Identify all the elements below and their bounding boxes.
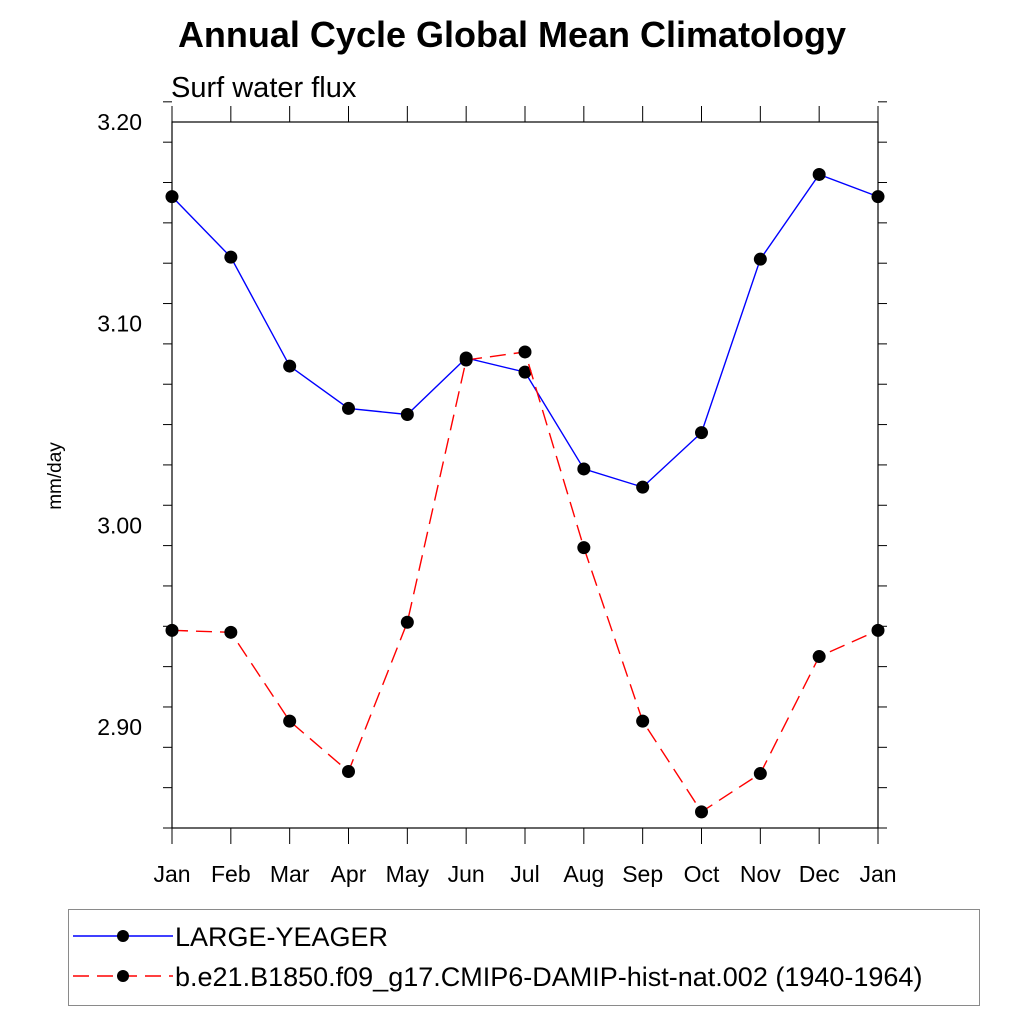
data-point-s1-2 — [283, 714, 297, 728]
legend-entry-large-yeager: LARGE-YEAGER — [69, 916, 979, 956]
series-line-0 — [171, 173, 879, 488]
data-point-s1-0 — [165, 623, 179, 637]
data-point-s1-1 — [224, 625, 238, 639]
line-chart: 2.90 3.00 3.10 3.20 Jan Feb Mar Apr May Jun Jul Aug… — [97, 101, 897, 887]
x-tick-label: Jun — [448, 861, 485, 887]
data-point-s0-7 — [577, 462, 591, 476]
legend-label-hist-nat: b.e21.B1850.f09_g17.CMIP6-DAMIP-hist-nat… — [175, 962, 923, 992]
data-point-s0-1 — [224, 250, 238, 264]
x-tick-label: Mar — [270, 861, 310, 887]
x-tick-label: May — [386, 861, 430, 887]
data-point-s1-7 — [577, 541, 591, 555]
data-point-s1-11 — [812, 650, 826, 664]
data-point-s0-11 — [812, 167, 826, 181]
data-point-s0-4 — [400, 407, 414, 421]
axes: 2.90 3.00 3.10 3.20 Jan Feb Mar Apr May Jun Jul Aug… — [97, 101, 897, 887]
y-tick-label: 3.00 — [97, 512, 142, 538]
data-point-s1-5 — [459, 353, 473, 367]
x-tick-label: Sep — [622, 861, 663, 887]
legend-label-large-yeager: LARGE-YEAGER — [175, 922, 389, 952]
y-tick-label: 2.90 — [97, 714, 142, 740]
plot-frame — [171, 121, 879, 829]
y-tick-label: 3.20 — [97, 109, 142, 135]
legend-entry-hist-nat: b.e21.B1850.f09_g17.CMIP6-DAMIP-hist-nat… — [69, 956, 979, 996]
chart-title: Annual Cycle Global Mean Climatology — [177, 14, 847, 55]
chart-subtitle: Surf water flux — [171, 72, 357, 104]
data-point-s0-6 — [518, 365, 532, 379]
y-tick-label: 3.10 — [97, 311, 142, 337]
legend: LARGE-YEAGER b.e21.B1850.f09_g17.CMIP6-D… — [68, 909, 980, 1006]
data-point-s0-0 — [165, 190, 179, 204]
series-layer — [165, 167, 885, 819]
x-tick-label: Nov — [740, 861, 781, 887]
x-tick-label: Jan — [859, 861, 896, 887]
data-point-s1-6 — [518, 345, 532, 359]
series-line-1 — [171, 351, 879, 813]
data-point-s0-2 — [283, 359, 297, 373]
data-point-s1-4 — [400, 615, 414, 629]
x-tick-label: Jul — [510, 861, 539, 887]
data-point-s0-3 — [342, 401, 355, 415]
data-point-s1-10 — [753, 767, 767, 781]
x-tick-label: Dec — [799, 861, 840, 887]
x-tick-label: Feb — [211, 861, 251, 887]
data-point-s1-3 — [342, 765, 355, 779]
x-tick-label: Oct — [684, 861, 720, 887]
data-point-s1-12 — [871, 623, 885, 637]
x-tick-label: Jan — [153, 861, 190, 887]
x-tick-label: Apr — [331, 861, 367, 887]
data-point-s0-9 — [695, 426, 708, 440]
data-point-s1-9 — [695, 805, 708, 819]
data-point-s0-10 — [753, 252, 767, 266]
legend-swatch-hist-nat — [73, 970, 173, 982]
x-tick-label: Aug — [563, 861, 604, 887]
legend-swatch-large-yeager — [73, 930, 173, 942]
data-point-s0-8 — [636, 480, 650, 494]
data-point-s0-12 — [871, 190, 885, 204]
data-point-s1-8 — [636, 714, 650, 728]
